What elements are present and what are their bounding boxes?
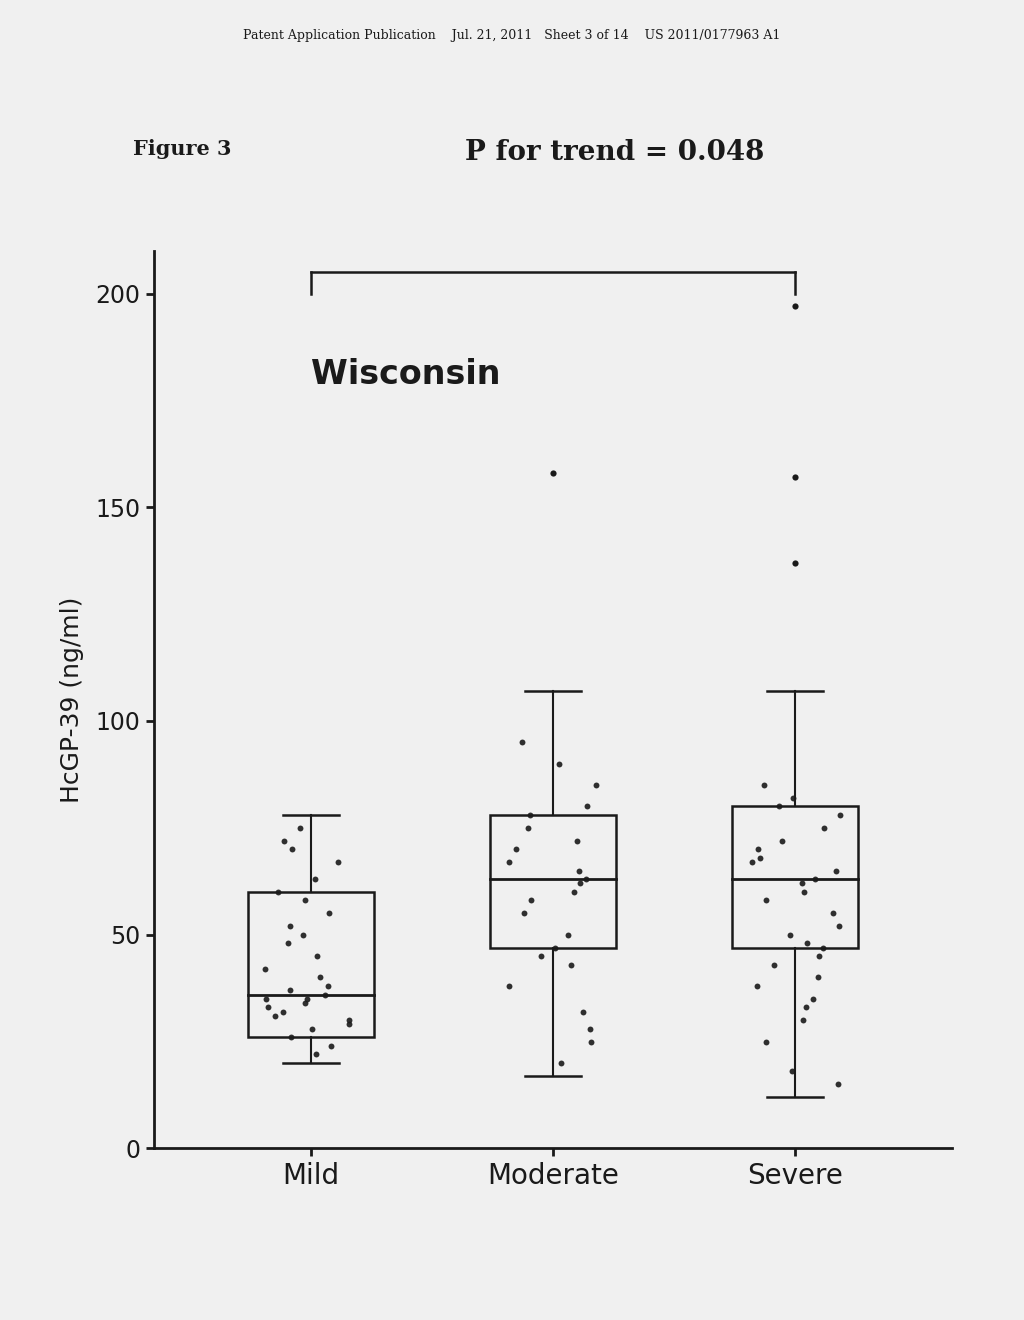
Point (258, 989, 274, 1010)
Point (816, 817, 833, 838)
Point (571, 861, 588, 882)
Point (274, 1001, 291, 1022)
Point (534, 945, 550, 966)
Point (295, 924, 311, 945)
Point (307, 1044, 324, 1065)
Point (515, 903, 531, 924)
Point (508, 838, 524, 859)
Point (786, 467, 803, 488)
Point (297, 993, 313, 1014)
Point (583, 1018, 599, 1039)
Point (285, 838, 301, 859)
Point (311, 966, 328, 987)
Point (766, 954, 782, 975)
Point (280, 933, 296, 954)
Point (330, 851, 346, 873)
Point (545, 462, 561, 483)
Point (749, 975, 765, 997)
Point (553, 1052, 569, 1073)
Point (283, 1027, 299, 1048)
Point (276, 830, 293, 851)
Point (579, 869, 595, 890)
Bar (732, 807, 858, 948)
Bar (248, 892, 374, 1038)
Point (501, 975, 517, 997)
Point (831, 804, 848, 825)
Point (547, 937, 563, 958)
Point (565, 882, 582, 903)
Point (563, 954, 580, 975)
Point (784, 787, 801, 808)
Point (771, 796, 787, 817)
Point (756, 775, 772, 796)
Point (282, 979, 298, 1001)
Point (743, 851, 760, 873)
Point (796, 882, 812, 903)
Point (521, 804, 538, 825)
Point (827, 861, 844, 882)
Point (282, 916, 298, 937)
Point (341, 1010, 357, 1031)
Point (501, 851, 517, 873)
Bar (490, 814, 615, 948)
Point (810, 966, 826, 987)
Point (317, 983, 334, 1005)
Point (781, 924, 798, 945)
Point (308, 945, 325, 966)
Point (304, 1018, 321, 1039)
Point (751, 838, 767, 859)
Point (752, 847, 768, 869)
Point (786, 296, 803, 317)
Point (571, 873, 588, 894)
Text: Figure 3: Figure 3 (133, 139, 231, 158)
Point (805, 989, 821, 1010)
Y-axis label: HcGP-39 (ng/ml): HcGP-39 (ng/ml) (60, 597, 84, 803)
Point (560, 924, 577, 945)
Point (758, 890, 774, 911)
Point (774, 830, 791, 851)
Point (575, 1001, 592, 1022)
Point (322, 903, 338, 924)
Point (340, 1014, 356, 1035)
Point (786, 552, 803, 573)
Point (795, 1010, 811, 1031)
Text: P for trend = 0.048: P for trend = 0.048 (465, 139, 764, 165)
Point (811, 945, 827, 966)
Text: Patent Application Publication    Jul. 21, 2011   Sheet 3 of 14    US 2011/01779: Patent Application Publication Jul. 21, … (244, 29, 780, 42)
Point (824, 903, 841, 924)
Point (270, 882, 287, 903)
Point (829, 1073, 846, 1094)
Point (514, 731, 530, 752)
Point (758, 1031, 774, 1052)
Point (267, 1006, 284, 1027)
Point (523, 890, 540, 911)
Point (783, 1061, 800, 1082)
Point (307, 869, 324, 890)
Point (292, 817, 308, 838)
Point (831, 916, 848, 937)
Point (579, 796, 595, 817)
Point (799, 933, 815, 954)
Point (794, 873, 810, 894)
Point (299, 989, 315, 1010)
Text: Wisconsin: Wisconsin (311, 358, 501, 391)
Point (815, 937, 831, 958)
Point (297, 890, 313, 911)
Point (319, 975, 336, 997)
Point (257, 958, 273, 979)
Point (588, 775, 604, 796)
Point (260, 997, 276, 1018)
Point (323, 1035, 339, 1056)
Point (799, 997, 815, 1018)
Point (520, 817, 537, 838)
Point (568, 830, 585, 851)
Point (551, 754, 567, 775)
Point (807, 869, 823, 890)
Point (583, 1031, 599, 1052)
